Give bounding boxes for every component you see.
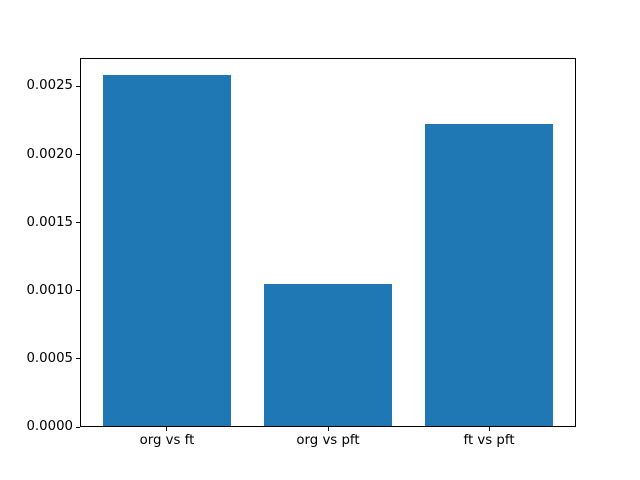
y-tick-label: 0.0020	[26, 146, 73, 162]
x-tick-label: org vs ft	[139, 433, 195, 448]
y-tick-mark	[76, 222, 80, 224]
x-tick-label: ft vs pft	[463, 433, 515, 448]
x-tick-mark	[327, 427, 329, 431]
bar-ft-vs-pft	[424, 123, 554, 426]
y-tick-label: 0.0025	[26, 78, 73, 94]
y-tick-mark	[76, 426, 80, 428]
y-tick-mark	[76, 154, 80, 156]
bar-org-vs-pft	[263, 284, 393, 426]
x-tick-mark	[166, 427, 168, 431]
y-tick-label: 0.0005	[26, 350, 73, 366]
y-tick-mark	[76, 290, 80, 292]
y-tick-label: 0.0000	[26, 419, 73, 434]
bar-org-vs-ft	[102, 74, 232, 426]
x-tick-label: org vs pft	[296, 433, 360, 448]
plot-area	[80, 58, 576, 427]
y-tick-mark	[76, 358, 80, 360]
y-tick-mark	[76, 85, 80, 87]
y-tick-label: 0.0010	[26, 282, 73, 298]
y-tick-label: 0.0015	[26, 214, 73, 230]
x-tick-mark	[488, 427, 490, 431]
